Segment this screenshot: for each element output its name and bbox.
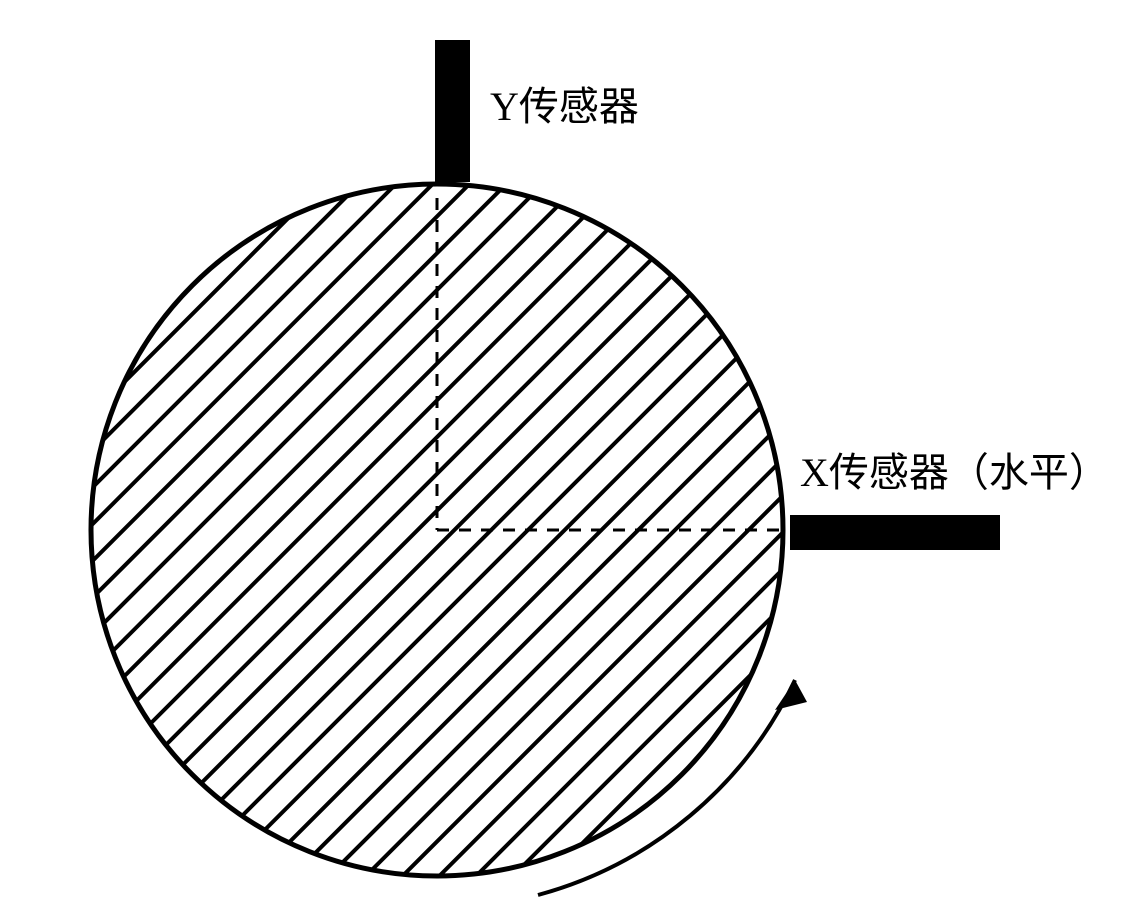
x-sensor-bar (790, 515, 1000, 550)
diagram-canvas: Y传感器 X传感器（水平） (0, 0, 1144, 916)
y-sensor-label: Y传感器 (490, 74, 639, 132)
y-sensor-bar (435, 40, 470, 182)
x-sensor-label: X传感器（水平） (800, 440, 1109, 498)
